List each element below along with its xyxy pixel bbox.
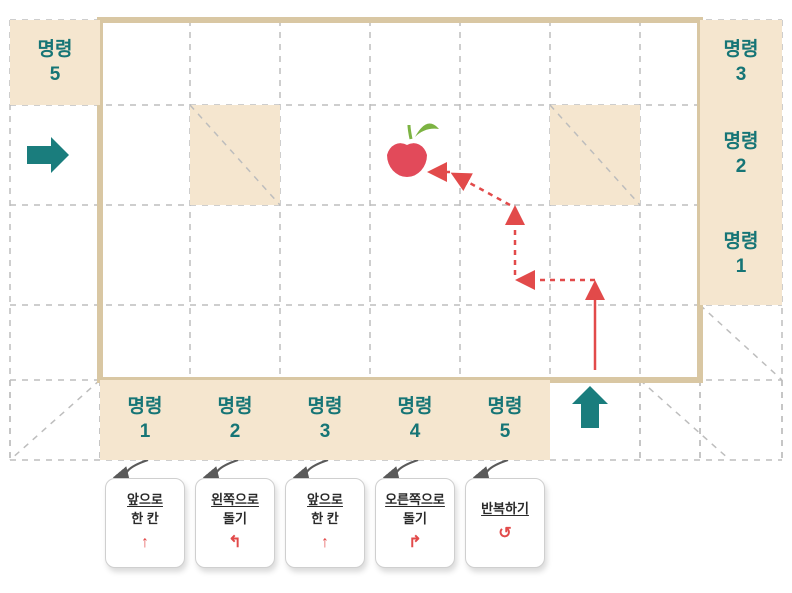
- card-symbol-icon: ↑: [321, 533, 329, 554]
- card-line1: 앞으로: [127, 492, 163, 509]
- command-card-4[interactable]: 오른쪽으로돌기 ↱: [375, 478, 455, 568]
- card-symbol-icon: ↰: [228, 533, 241, 554]
- command-slot-5: 명령5: [10, 20, 100, 105]
- command-slot-2: 명령2: [190, 380, 280, 460]
- card-line1: 오른쪽으로: [385, 492, 445, 509]
- command-card-1[interactable]: 앞으로한 칸 ↑: [105, 478, 185, 568]
- command-slot-3: 명령3: [280, 380, 370, 460]
- diagram-canvas: 명령5명령3명령2명령1명령1명령2명령3명령4명령5 앞으로한 칸↑왼쪽으로돌…: [0, 0, 792, 593]
- card-symbol-icon: ↱: [408, 533, 421, 554]
- command-slot-5: 명령5: [460, 380, 550, 460]
- card-line1: 앞으로: [307, 492, 343, 509]
- card-line1: 왼쪽으로: [211, 492, 259, 509]
- card-line1: 반복하기: [481, 501, 529, 518]
- command-card-2[interactable]: 왼쪽으로돌기 ↰: [195, 478, 275, 568]
- command-slot-4: 명령4: [370, 380, 460, 460]
- card-symbol-icon: ↑: [141, 533, 149, 554]
- card-line2: 돌기: [223, 511, 247, 528]
- command-slot-2: 명령2: [700, 105, 782, 205]
- card-symbol-icon: ↺: [498, 524, 511, 545]
- command-slot-1: 명령1: [700, 205, 782, 305]
- command-card-5[interactable]: 반복하기 ↺: [465, 478, 545, 568]
- card-line2: 돌기: [403, 511, 427, 528]
- command-slot-1: 명령1: [100, 380, 190, 460]
- command-card-3[interactable]: 앞으로한 칸 ↑: [285, 478, 365, 568]
- command-slot-3: 명령3: [700, 20, 782, 105]
- card-line2: 한 칸: [311, 511, 339, 528]
- card-line2: 한 칸: [131, 511, 159, 528]
